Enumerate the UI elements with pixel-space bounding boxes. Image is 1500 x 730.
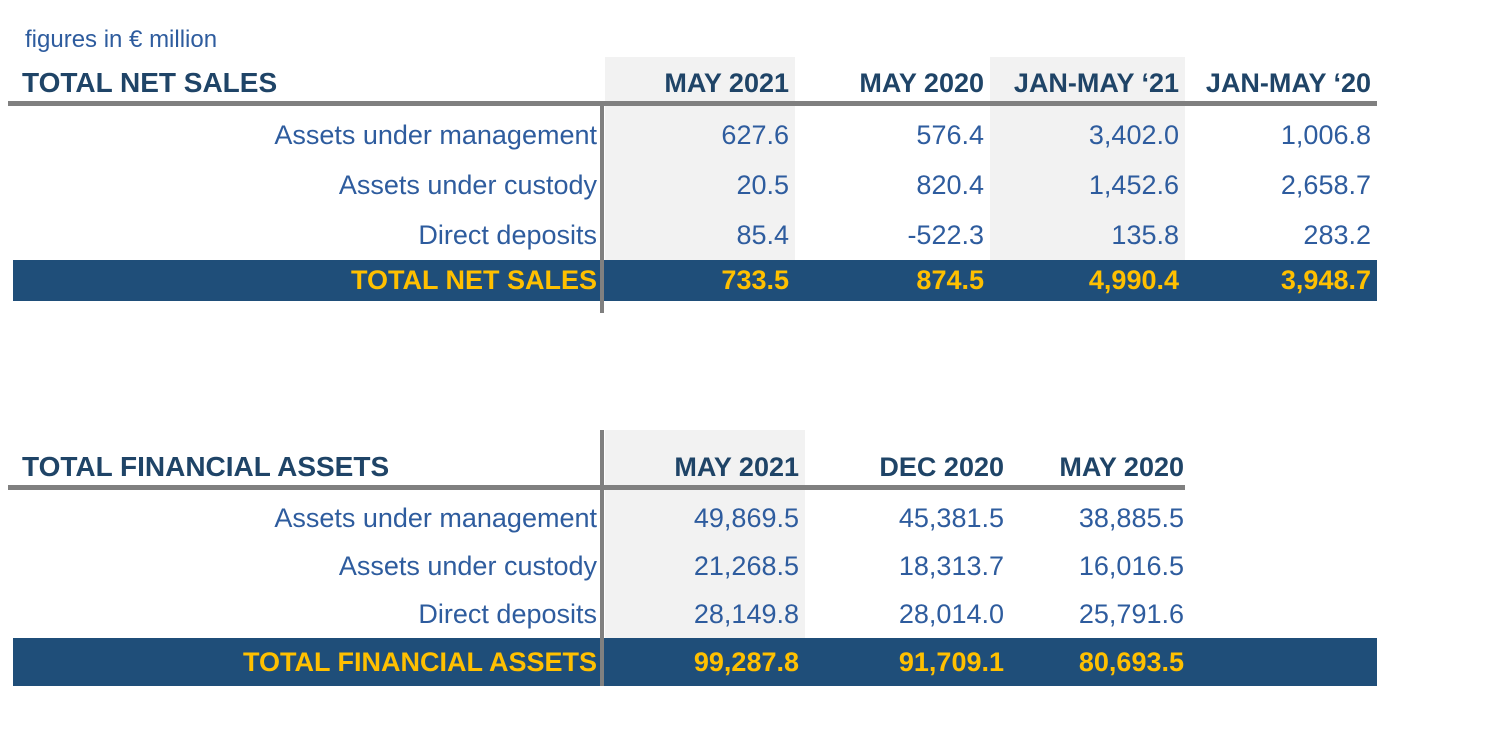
column-header: JAN-MAY ‘21 xyxy=(1013,67,1179,98)
table-row: Direct deposits 28,149.8 28,014.0 25,791… xyxy=(13,590,1377,638)
cell-value: 28,149.8 xyxy=(693,598,799,629)
table-header-row: TOTAL NET SALES MAY 2021 MAY 2020 JAN-MA… xyxy=(13,57,1377,101)
units-note: figures in € million xyxy=(25,26,218,53)
total-row: TOTAL FINANCIAL ASSETS 99,287.8 91,709.1… xyxy=(13,638,1377,686)
table-row: Direct deposits 85.4 -522.3 135.8 283.2 xyxy=(13,210,1377,260)
cell-value: -522.3 xyxy=(907,219,984,250)
total-value: 874.5 xyxy=(916,265,984,295)
cell-value: 20.5 xyxy=(736,169,789,200)
total-label: TOTAL NET SALES xyxy=(350,265,597,295)
header-rule xyxy=(8,485,1185,490)
row-label: Assets under custody xyxy=(338,169,597,200)
table-row: Assets under management 627.6 576.4 3,40… xyxy=(13,110,1377,160)
cell-value: 45,381.5 xyxy=(898,502,1004,533)
total-value: 91,709.1 xyxy=(898,646,1004,677)
cell-value: 1,452.6 xyxy=(1088,169,1179,200)
table-title: TOTAL NET SALES xyxy=(22,66,278,98)
column-header: MAY 2021 xyxy=(664,67,789,98)
cell-value: 576.4 xyxy=(916,119,984,150)
table-row: Assets under management 49,869.5 45,381.… xyxy=(13,494,1377,542)
cell-value: 16,016.5 xyxy=(1078,550,1184,581)
column-highlight-may-2021 xyxy=(605,430,805,638)
column-header: DEC 2020 xyxy=(879,451,1004,482)
cell-value: 38,885.5 xyxy=(1078,502,1184,533)
total-value: 99,287.8 xyxy=(693,646,799,677)
row-label: Direct deposits xyxy=(418,219,597,250)
cell-value: 21,268.5 xyxy=(693,550,799,581)
total-label: TOTAL FINANCIAL ASSETS xyxy=(242,646,597,677)
cell-value: 283.2 xyxy=(1303,219,1371,250)
cell-value: 627.6 xyxy=(721,119,789,150)
table-row: Assets under custody 20.5 820.4 1,452.6 … xyxy=(13,160,1377,210)
row-label: Assets under management xyxy=(274,119,597,150)
cell-value: 49,869.5 xyxy=(693,502,799,533)
total-financial-assets-table: TOTAL FINANCIAL ASSETS MAY 2021 DEC 2020… xyxy=(8,430,1377,686)
table-row: Assets under custody 21,268.5 18,313.7 1… xyxy=(13,542,1377,590)
row-label: Assets under custody xyxy=(338,550,597,581)
column-header: JAN-MAY ‘20 xyxy=(1205,67,1371,98)
column-header: MAY 2021 xyxy=(674,451,799,482)
total-value: 4,990.4 xyxy=(1088,265,1179,295)
table-title: TOTAL FINANCIAL ASSETS xyxy=(22,450,390,482)
total-value: 80,693.5 xyxy=(1078,646,1184,677)
cell-value: 3,402.0 xyxy=(1088,119,1179,150)
total-net-sales-table: TOTAL NET SALES MAY 2021 MAY 2020 JAN-MA… xyxy=(8,57,1377,301)
column-highlight-may-2021 xyxy=(605,57,795,260)
column-header: MAY 2020 xyxy=(1059,451,1184,482)
cell-value: 18,313.7 xyxy=(898,550,1004,581)
table-header-row: TOTAL FINANCIAL ASSETS MAY 2021 DEC 2020… xyxy=(13,430,1377,485)
column-highlight-jan-may-21 xyxy=(990,57,1185,260)
row-label: Assets under management xyxy=(274,502,597,533)
cell-value: 1,006.8 xyxy=(1280,119,1371,150)
total-value: 733.5 xyxy=(721,265,789,295)
header-rule xyxy=(8,101,1377,106)
cell-value: 28,014.0 xyxy=(898,598,1004,629)
total-value: 3,948.7 xyxy=(1280,265,1371,295)
cell-value: 135.8 xyxy=(1111,219,1179,250)
column-divider-line xyxy=(600,101,604,313)
column-header: MAY 2020 xyxy=(859,67,984,98)
cell-value: 85.4 xyxy=(736,219,789,250)
row-label: Direct deposits xyxy=(418,598,597,629)
cell-value: 25,791.6 xyxy=(1078,598,1184,629)
cell-value: 820.4 xyxy=(916,169,984,200)
total-row: TOTAL NET SALES 733.5 874.5 4,990.4 3,94… xyxy=(13,260,1377,301)
column-divider-line xyxy=(600,430,604,686)
cell-value: 2,658.7 xyxy=(1280,169,1371,200)
